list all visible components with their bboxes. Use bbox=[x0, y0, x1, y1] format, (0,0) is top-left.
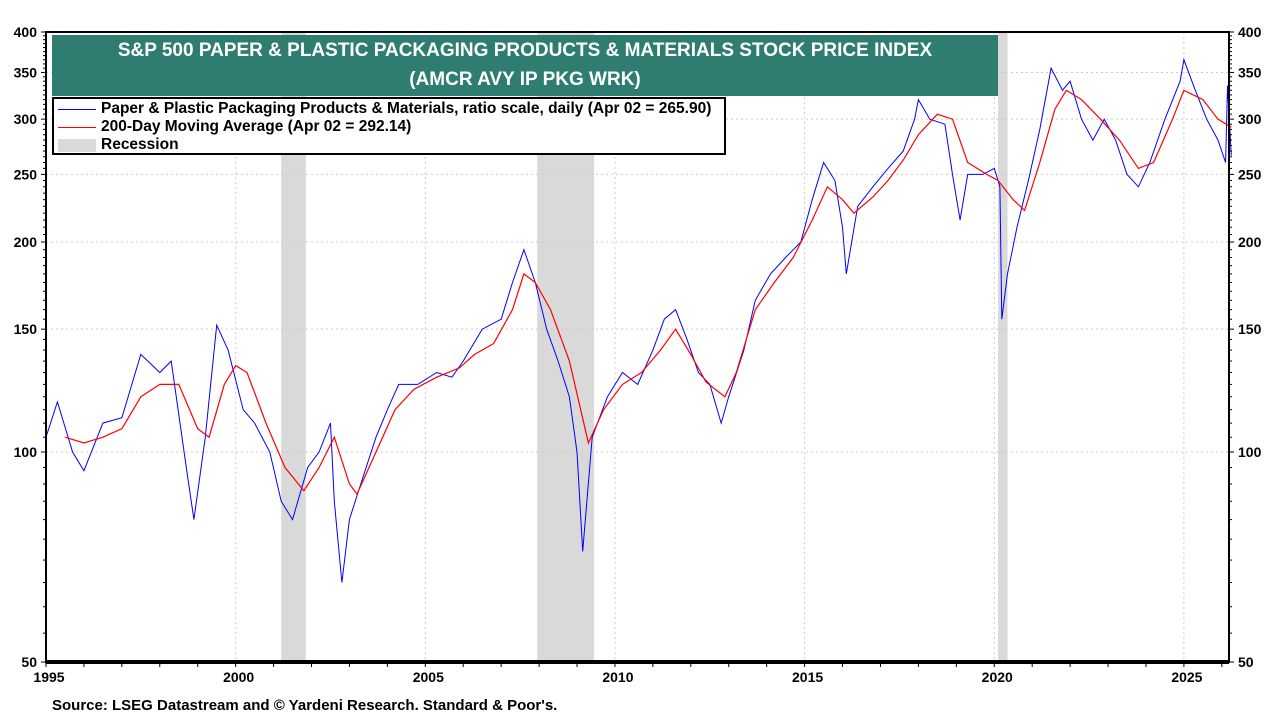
y-tick-label-left: 250 bbox=[14, 166, 38, 182]
chart-title-banner: S&P 500 PAPER & PLASTIC PACKAGING PRODUC… bbox=[52, 35, 998, 96]
recession-band bbox=[998, 32, 1008, 662]
legend-item-index: Paper & Plastic Packaging Products & Mat… bbox=[58, 100, 724, 118]
y-tick-label-right: 50 bbox=[1238, 654, 1254, 670]
x-tick-label: 2000 bbox=[223, 669, 254, 685]
legend-swatch-blue bbox=[58, 108, 96, 110]
x-tick-label: 2005 bbox=[413, 669, 444, 685]
legend-label-index: Paper & Plastic Packaging Products & Mat… bbox=[101, 100, 712, 117]
x-tick-label: 2015 bbox=[792, 669, 823, 685]
chart-subtitle: (AMCR AVY IP PKG WRK) bbox=[409, 69, 641, 90]
y-tick-label-right: 300 bbox=[1238, 111, 1262, 127]
index-line bbox=[45, 57, 1232, 583]
y-tick-label-right: 400 bbox=[1238, 24, 1262, 40]
y-tick-label-right: 100 bbox=[1238, 444, 1262, 460]
moving-average-line bbox=[64, 89, 1232, 496]
x-tick-label: 1995 bbox=[33, 669, 64, 685]
legend-label-ma: 200-Day Moving Average (Apr 02 = 292.14) bbox=[101, 118, 412, 135]
y-tick-label-left: 150 bbox=[14, 321, 38, 337]
y-tick-label-left: 200 bbox=[14, 234, 38, 250]
y-tick-label-left: 300 bbox=[14, 111, 38, 127]
legend-item-recession: Recession bbox=[58, 136, 724, 154]
y-tick-label-left: 100 bbox=[14, 444, 38, 460]
y-tick-label-right: 250 bbox=[1238, 166, 1262, 182]
source-note: Source: LSEG Datastream and © Yardeni Re… bbox=[52, 697, 558, 714]
y-tick-label-left: 50 bbox=[21, 654, 37, 670]
y-tick-label-right: 350 bbox=[1238, 64, 1262, 80]
legend-swatch-recession bbox=[58, 138, 96, 152]
y-tick-label-right: 150 bbox=[1238, 321, 1262, 337]
chart-title: S&P 500 PAPER & PLASTIC PACKAGING PRODUC… bbox=[117, 40, 933, 61]
legend: Paper & Plastic Packaging Products & Mat… bbox=[52, 97, 726, 155]
x-tick-label: 2010 bbox=[602, 669, 633, 685]
y-tick-label-right: 200 bbox=[1238, 234, 1262, 250]
y-tick-label-left: 400 bbox=[14, 24, 38, 40]
x-tick-label: 2025 bbox=[1171, 669, 1202, 685]
legend-swatch-red bbox=[58, 126, 96, 128]
y-tick-label-left: 350 bbox=[14, 64, 38, 80]
legend-label-recession: Recession bbox=[101, 136, 179, 153]
x-tick-label: 2020 bbox=[982, 669, 1013, 685]
legend-item-ma: 200-Day Moving Average (Apr 02 = 292.14) bbox=[58, 118, 724, 136]
